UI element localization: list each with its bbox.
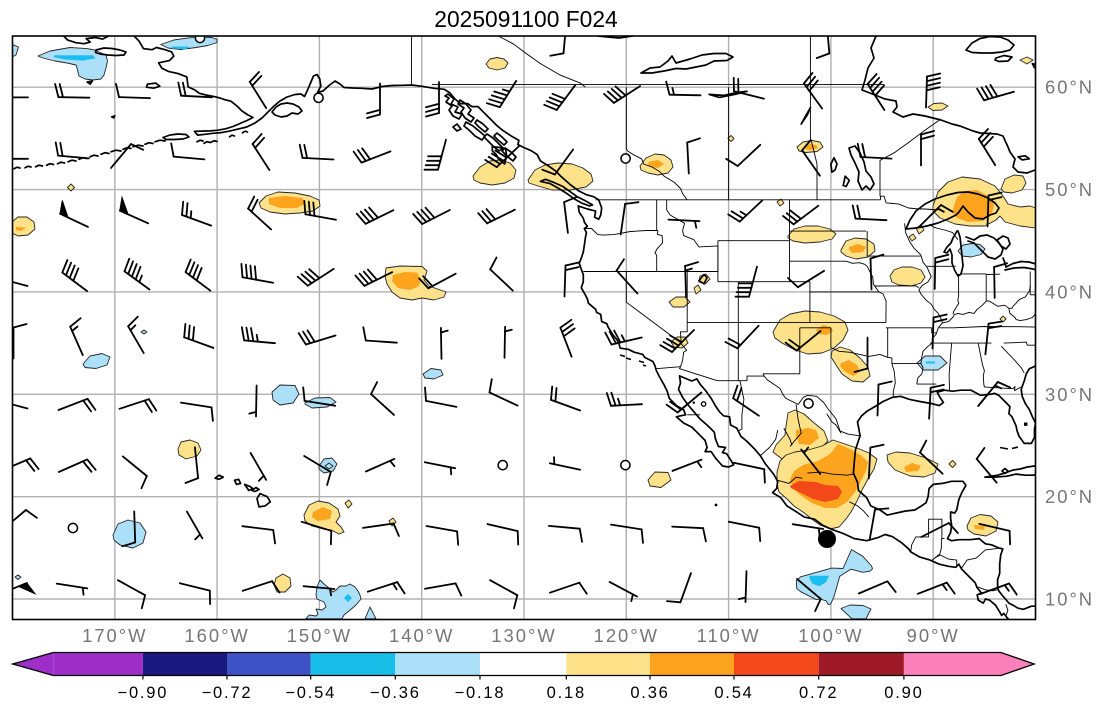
svg-text:−0.90: −0.90	[118, 684, 169, 702]
svg-text:0.54: 0.54	[714, 684, 753, 702]
svg-text:150°W: 150°W	[287, 625, 352, 646]
svg-text:140°W: 140°W	[389, 625, 454, 646]
svg-text:0.36: 0.36	[630, 684, 669, 702]
svg-text:170°W: 170°W	[82, 625, 147, 646]
svg-text:−0.36: −0.36	[370, 684, 421, 702]
svg-text:0.90: 0.90	[884, 684, 923, 702]
svg-text:160°W: 160°W	[184, 625, 249, 646]
svg-text:110°W: 110°W	[697, 625, 761, 646]
svg-text:90°W: 90°W	[907, 625, 960, 646]
svg-text:60°N: 60°N	[1045, 77, 1094, 98]
svg-text:−0.72: −0.72	[202, 684, 253, 702]
svg-text:0.72: 0.72	[799, 684, 838, 702]
svg-text:120°W: 120°W	[594, 625, 659, 646]
svg-text:−0.54: −0.54	[285, 684, 336, 702]
svg-text:30°N: 30°N	[1045, 384, 1094, 405]
svg-text:50°N: 50°N	[1045, 179, 1094, 200]
svg-text:130°W: 130°W	[491, 625, 556, 646]
svg-text:100°W: 100°W	[798, 625, 863, 646]
svg-text:0.18: 0.18	[547, 684, 586, 702]
svg-text:−0.18: −0.18	[455, 684, 506, 702]
svg-text:20°N: 20°N	[1045, 486, 1094, 507]
svg-text:40°N: 40°N	[1045, 281, 1094, 302]
svg-text:2025091100 F024: 2025091100 F024	[434, 6, 618, 32]
svg-text:10°N: 10°N	[1045, 589, 1094, 610]
